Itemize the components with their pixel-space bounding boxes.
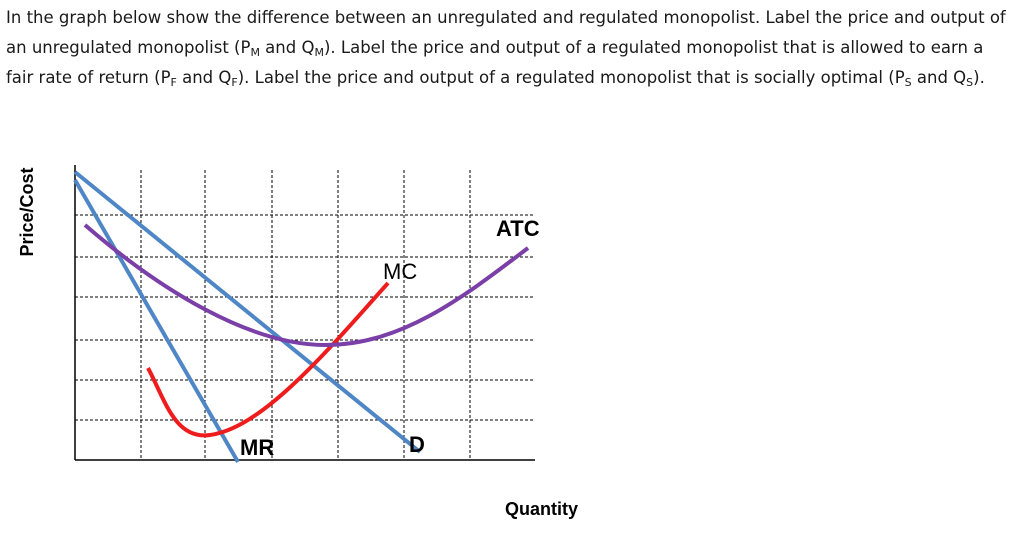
mr-curve xyxy=(73,178,240,464)
mr-label: MR xyxy=(240,435,274,460)
y-axis-label: Price/Cost xyxy=(17,167,37,256)
subscript: M xyxy=(314,46,324,59)
demand-curve xyxy=(73,170,422,454)
text-run: and Q xyxy=(259,38,315,57)
text-run: and Q xyxy=(911,68,967,87)
text-run: ). Label the price and output of a regul… xyxy=(6,38,984,87)
text-run: ). xyxy=(973,68,985,87)
question-text: In the graph below show the difference b… xyxy=(6,3,1011,93)
demand-label: D xyxy=(409,432,425,457)
subscript: M xyxy=(250,46,260,59)
text-run: In the graph below show the difference b… xyxy=(6,8,1006,57)
atc-curve xyxy=(83,223,530,348)
subscript: S xyxy=(966,76,974,89)
grid xyxy=(75,170,535,460)
mc-curve xyxy=(146,281,390,438)
atc-label: ATC xyxy=(496,216,540,241)
text-run: ). Label the price and output of a regul… xyxy=(237,68,905,87)
subscript: S xyxy=(904,76,912,89)
text-run: and Q xyxy=(176,68,232,87)
subscript: F xyxy=(170,76,177,89)
mc-label: MC xyxy=(383,259,417,284)
subscript: F xyxy=(231,76,238,89)
x-axis-label: Quantity xyxy=(505,499,578,519)
